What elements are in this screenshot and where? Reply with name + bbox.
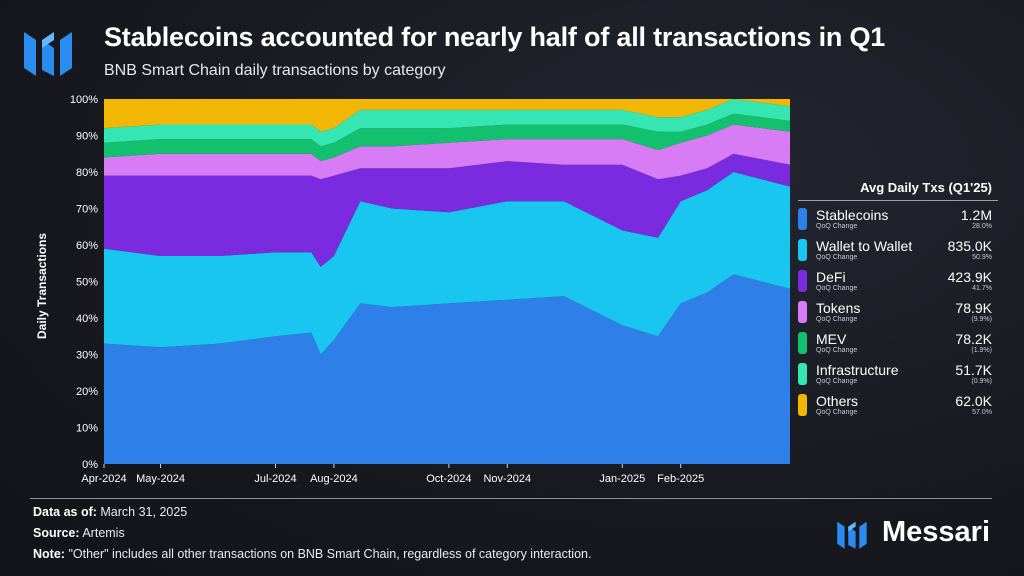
legend-item-change: 41.7% — [972, 285, 992, 292]
area-series-defi — [104, 153, 790, 267]
source: Source: Artemis — [33, 526, 125, 540]
legend-item-value: 1.2M — [960, 207, 992, 223]
y-tick-label: 70% — [76, 204, 98, 216]
legend-item: Stablecoins QoQ Change 1.2M 28.0% — [798, 204, 998, 235]
footer-divider — [30, 498, 992, 499]
legend-item-value: 62.0K — [955, 393, 992, 409]
y-tick-label: 100% — [70, 94, 98, 106]
legend-item: DeFi QoQ Change 423.9K 41.7% — [798, 266, 998, 297]
legend-item-sublabel: QoQ Change — [816, 285, 858, 292]
legend-item-change: (1.9%) — [971, 347, 992, 354]
legend-item-sublabel: QoQ Change — [816, 254, 858, 261]
legend-item-name: Others — [816, 393, 859, 409]
legend: Avg Daily Txs (Q1'25) Stablecoins QoQ Cha… — [798, 180, 998, 421]
legend-item-change: 28.0% — [972, 223, 992, 230]
x-tick-label: Jan-2025 — [599, 473, 645, 485]
legend-item-value: 423.9K — [947, 269, 992, 285]
area-series-stablecoins — [104, 274, 790, 464]
x-tick-label: Jul-2024 — [254, 473, 296, 485]
x-tick-label: Feb-2025 — [657, 473, 704, 485]
legend-item-name: Tokens — [816, 300, 861, 316]
legend-item-name: Wallet to Wallet — [816, 238, 913, 254]
legend-item-value: 78.2K — [955, 331, 992, 347]
area-series-infrastructure — [104, 99, 790, 147]
legend-swatch — [798, 394, 807, 416]
page-title: Stablecoins accounted for nearly half of… — [104, 22, 886, 52]
legend-item-sublabel: QoQ Change — [816, 347, 858, 354]
legend-swatch — [798, 363, 807, 385]
brand-name: Messari — [882, 516, 991, 548]
legend-item-change: 50.9% — [972, 254, 992, 261]
legend-item-sublabel: QoQ Change — [816, 409, 858, 416]
y-tick-label: 90% — [76, 131, 98, 143]
legend-item-value: 835.0K — [947, 238, 992, 254]
legend-item: Others QoQ Change 62.0K 57.0% — [798, 390, 998, 421]
legend-item-name: MEV — [816, 331, 847, 347]
area-series-wallet-to-wallet — [104, 172, 790, 355]
legend-item: MEV QoQ Change 78.2K (1.9%) — [798, 328, 998, 359]
y-tick-label: 0% — [82, 459, 98, 471]
page-subtitle: BNB Smart Chain daily transactions by ca… — [104, 62, 446, 79]
x-tick-label: May-2024 — [136, 473, 185, 485]
messari-logo-icon — [24, 32, 72, 76]
area-series-others — [104, 99, 790, 132]
legend-swatch — [798, 270, 807, 292]
legend-item-value: 51.7K — [955, 362, 992, 378]
y-tick-label: 40% — [76, 313, 98, 325]
x-tick-label: Apr-2024 — [81, 473, 126, 485]
legend-item-name: Infrastructure — [816, 362, 899, 378]
y-tick-label: 20% — [76, 386, 98, 398]
legend-item-change: 57.0% — [972, 409, 992, 416]
legend-item: Wallet to Wallet QoQ Change 835.0K 50.9% — [798, 235, 998, 266]
legend-item-change: (9.9%) — [971, 316, 992, 323]
legend-swatch — [798, 301, 807, 323]
area-series-mev — [104, 113, 790, 162]
legend-item-name: Stablecoins — [816, 207, 889, 223]
legend-swatch — [798, 208, 807, 230]
y-tick-label: 80% — [76, 167, 98, 179]
data-as-of: Data as of: March 31, 2025 — [33, 505, 188, 519]
legend-item-change: (0.9%) — [971, 378, 992, 385]
legend-item-sublabel: QoQ Change — [816, 378, 858, 385]
legend-item-name: DeFi — [816, 269, 846, 285]
legend-title: Avg Daily Txs (Q1'25) — [798, 180, 998, 201]
x-tick-label: Nov-2024 — [483, 473, 531, 485]
brand-logo-icon — [837, 521, 867, 549]
y-tick-label: 60% — [76, 240, 98, 252]
legend-item-value: 78.9K — [955, 300, 992, 316]
legend-swatch — [798, 239, 807, 261]
y-tick-label: 50% — [76, 277, 98, 289]
legend-swatch — [798, 332, 807, 354]
area-series-tokens — [104, 124, 790, 180]
x-tick-label: Aug-2024 — [310, 473, 358, 485]
legend-item: Tokens QoQ Change 78.9K (9.9%) — [798, 297, 998, 328]
y-tick-label: 10% — [76, 423, 98, 435]
footnote: Note: "Other" includes all other transac… — [33, 547, 592, 561]
legend-item-sublabel: QoQ Change — [816, 316, 858, 323]
legend-item: Infrastructure QoQ Change 51.7K (0.9%) — [798, 359, 998, 390]
legend-item-sublabel: QoQ Change — [816, 223, 858, 230]
x-tick-label: Oct-2024 — [426, 473, 471, 485]
y-tick-label: 30% — [76, 350, 98, 362]
